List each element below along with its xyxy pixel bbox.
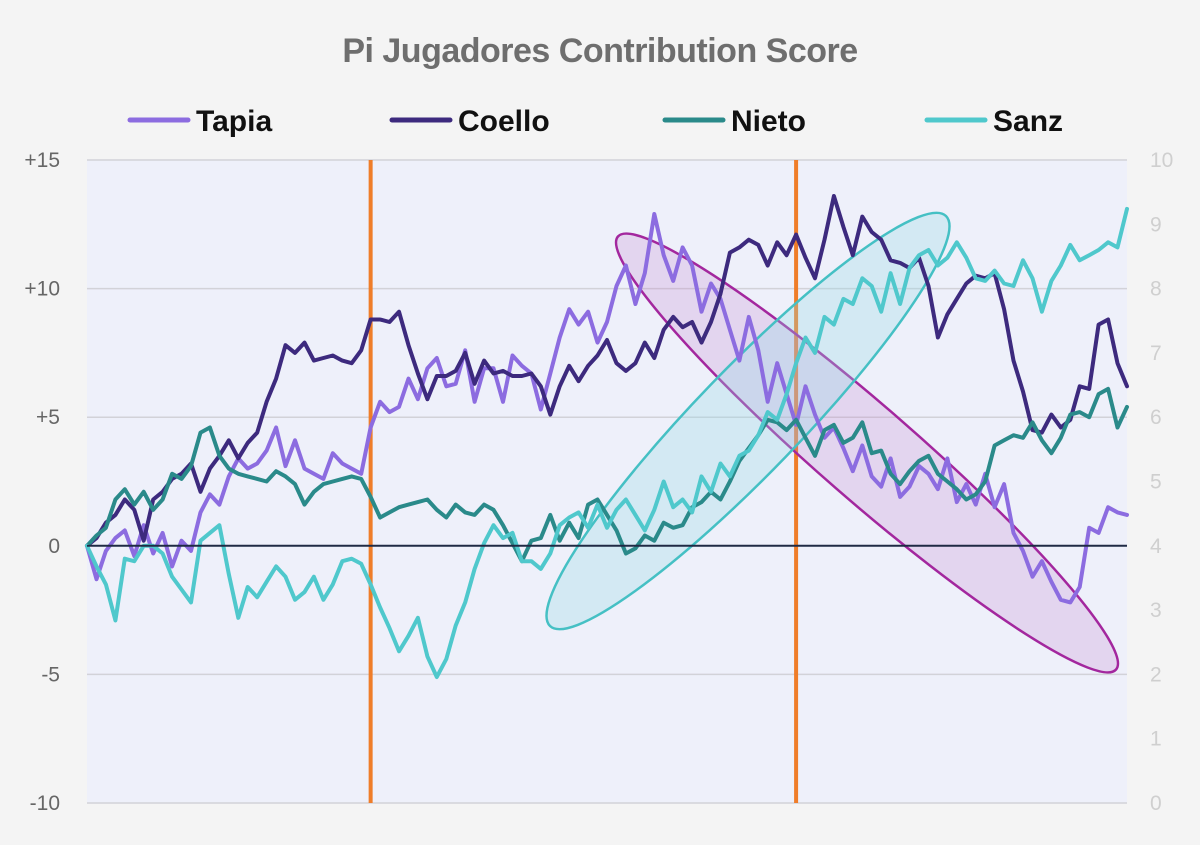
y-tick-label-right: 5: [1150, 471, 1162, 494]
legend-item-sanz: Sanz: [924, 105, 1063, 138]
y-tick-label-left: +5: [36, 406, 60, 429]
y-tick-label-left: 0: [48, 535, 60, 558]
legend-label: Coello: [458, 105, 550, 138]
series-lines: [85, 194, 1129, 679]
legend-label: Tapia: [196, 105, 272, 138]
y-tick-label-right: 0: [1150, 792, 1162, 815]
y-tick-label-right: 6: [1150, 406, 1162, 429]
legend-label: Sanz: [993, 105, 1063, 138]
y-tick-label-right: 7: [1150, 342, 1162, 365]
y-tick-label-right: 3: [1150, 599, 1162, 622]
legend-item-tapia: Tapia: [127, 105, 272, 138]
series-line-sanz: [85, 206, 1129, 679]
vertical-markers: [368, 160, 799, 803]
y-tick-label-right: 4: [1150, 535, 1162, 558]
legend: Tapia Coello Nieto Sanz: [127, 105, 1063, 138]
y-tick-label-right: 10: [1150, 149, 1173, 172]
plot-area: [87, 160, 1127, 803]
y-tick-label-left: +10: [24, 278, 60, 301]
y-tick-label-right: 2: [1150, 663, 1162, 686]
y-tick-label-right: 1: [1150, 728, 1162, 751]
series-line-nieto: [85, 386, 1129, 564]
series-line-coello: [85, 194, 1129, 548]
chart-title: Pi Jugadores Contribution Score: [342, 32, 857, 70]
y-tick-label-left: +15: [24, 149, 60, 172]
y-tick-label-left: -10: [30, 792, 60, 815]
y-tick-label-left: -5: [41, 663, 60, 686]
y-axis-left: +15 +10 +5 0 -5 -10: [24, 149, 60, 815]
legend-label: Nieto: [731, 105, 806, 138]
y-tick-label-right: 9: [1150, 213, 1162, 236]
y-tick-label-right: 8: [1150, 278, 1162, 301]
legend-item-nieto: Nieto: [662, 105, 806, 138]
legend-item-coello: Coello: [389, 105, 550, 138]
